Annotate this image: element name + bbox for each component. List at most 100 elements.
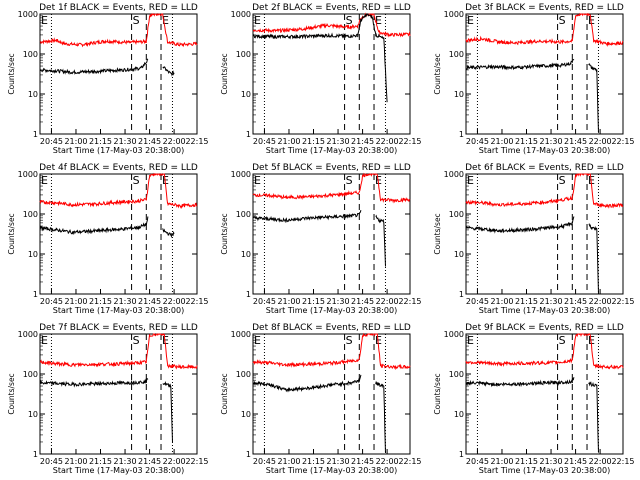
x-tick-label: 22:15 bbox=[611, 137, 634, 146]
x-axis-label: Start Time (17-May-03 20:38:00) bbox=[53, 306, 184, 315]
x-tick-label: 21:45 bbox=[138, 137, 161, 146]
x-tick-label: 22:00 bbox=[376, 137, 399, 146]
y-tick-label: 10 bbox=[454, 250, 464, 259]
panel-title: Det 1f BLACK = Events, RED = LLD bbox=[39, 3, 198, 13]
series-lld-red bbox=[252, 332, 411, 371]
y-tick-label: 1 bbox=[246, 130, 251, 139]
x-tick-label: 21:45 bbox=[351, 137, 374, 146]
x-tick-label: 21:15 bbox=[302, 297, 325, 306]
x-tick-label: 21:45 bbox=[351, 297, 374, 306]
y-axis-label: Counts/sec bbox=[220, 213, 229, 254]
interval-marker-s: S bbox=[133, 14, 140, 27]
x-tick-label: 21:30 bbox=[540, 137, 563, 146]
x-tick-label: 20:45 bbox=[466, 137, 489, 146]
detector-panel-5: Det 5f BLACK = Events, RED = LLD 1 10 100 10… bbox=[220, 163, 422, 315]
y-tick-label: 1 bbox=[459, 450, 464, 459]
x-tick-label: 21:30 bbox=[540, 297, 563, 306]
panel-title: Det 7f BLACK = Events, RED = LLD bbox=[39, 323, 198, 333]
series-lld-red bbox=[39, 333, 198, 370]
y-tick-label: 1 bbox=[459, 290, 464, 299]
y-axis-label: Counts/sec bbox=[7, 373, 16, 414]
panel-title: Det 4f BLACK = Events, RED = LLD bbox=[39, 163, 198, 173]
series-events-black bbox=[39, 216, 175, 239]
detector-panel-9: Det 9f BLACK = Events, RED = LLD 1 10 100 10… bbox=[433, 323, 635, 475]
x-tick-label: 21:30 bbox=[327, 137, 350, 146]
x-tick-label: 21:15 bbox=[515, 457, 538, 466]
x-tick-label: 21:00 bbox=[64, 457, 87, 466]
series-lld-red bbox=[465, 12, 624, 47]
x-tick-label: 21:00 bbox=[64, 297, 87, 306]
interval-marker-e: E bbox=[375, 334, 382, 347]
interval-marker-e: E bbox=[162, 334, 169, 347]
x-tick-label: 21:00 bbox=[277, 297, 300, 306]
interval-marker-e: E bbox=[162, 14, 169, 27]
x-axis-label: Start Time (17-May-03 20:38:00) bbox=[266, 466, 397, 475]
interval-marker-s: S bbox=[346, 174, 353, 187]
x-tick-label: 21:45 bbox=[564, 457, 587, 466]
interval-marker-s: S bbox=[559, 174, 566, 187]
x-tick-label: 22:15 bbox=[611, 457, 634, 466]
x-tick-label: 21:15 bbox=[515, 137, 538, 146]
y-axis-label: Counts/sec bbox=[220, 53, 229, 94]
y-tick-label: 1000 bbox=[444, 170, 464, 179]
panel-title: Det 3f BLACK = Events, RED = LLD bbox=[465, 3, 624, 13]
x-axis-label: Start Time (17-May-03 20:38:00) bbox=[479, 146, 610, 155]
y-tick-label: 1000 bbox=[18, 170, 38, 179]
interval-marker-s: S bbox=[559, 14, 566, 27]
panel-title: Det 2f BLACK = Events, RED = LLD bbox=[252, 3, 411, 13]
x-tick-label: 22:00 bbox=[376, 297, 399, 306]
series-lld-red bbox=[465, 332, 624, 370]
interval-marker-e: E bbox=[588, 334, 595, 347]
y-tick-label: 10 bbox=[454, 90, 464, 99]
x-tick-label: 21:00 bbox=[490, 297, 513, 306]
y-tick-label: 100 bbox=[449, 50, 464, 59]
plot-frame bbox=[252, 333, 411, 455]
series-events-black bbox=[39, 378, 173, 443]
x-tick-label: 22:00 bbox=[163, 297, 186, 306]
x-tick-label: 22:15 bbox=[185, 457, 208, 466]
x-tick-label: 21:45 bbox=[138, 457, 161, 466]
detector-panel-3: Det 3f BLACK = Events, RED = LLD 1 10 100 10… bbox=[433, 3, 635, 155]
y-tick-label: 1000 bbox=[231, 10, 251, 19]
x-tick-label: 22:00 bbox=[163, 457, 186, 466]
x-tick-label: 21:15 bbox=[89, 137, 112, 146]
x-tick-label: 21:00 bbox=[64, 137, 87, 146]
x-axis-label: Start Time (17-May-03 20:38:00) bbox=[479, 306, 610, 315]
x-tick-label: 21:30 bbox=[327, 297, 350, 306]
plot-frame bbox=[465, 173, 624, 295]
interval-marker-e: E bbox=[41, 334, 48, 347]
x-tick-label: 22:15 bbox=[398, 457, 421, 466]
y-axis-label: Counts/sec bbox=[433, 373, 442, 414]
interval-marker-e: E bbox=[588, 14, 595, 27]
series-events-black bbox=[39, 58, 175, 77]
x-tick-label: 20:45 bbox=[253, 297, 276, 306]
plot-frame bbox=[252, 173, 411, 295]
detector-panel-4: Det 4f BLACK = Events, RED = LLD 1 10 100 10… bbox=[7, 163, 209, 315]
interval-marker-e: E bbox=[467, 334, 474, 347]
detector-panel-1: Det 1f BLACK = Events, RED = LLD 1 10 100 10… bbox=[7, 3, 209, 155]
interval-marker-s: S bbox=[133, 334, 140, 347]
panel-title: Det 6f BLACK = Events, RED = LLD bbox=[465, 163, 624, 173]
x-tick-label: 21:45 bbox=[564, 297, 587, 306]
x-tick-label: 22:00 bbox=[376, 457, 399, 466]
y-tick-label: 1000 bbox=[231, 170, 251, 179]
series-events-black bbox=[465, 58, 599, 133]
x-tick-label: 22:15 bbox=[611, 297, 634, 306]
plot-frame bbox=[252, 13, 411, 135]
x-tick-label: 22:00 bbox=[589, 137, 612, 146]
detector-panel-7: Det 7f BLACK = Events, RED = LLD 1 10 100 10… bbox=[7, 323, 209, 475]
y-tick-label: 100 bbox=[23, 370, 38, 379]
x-tick-label: 21:45 bbox=[138, 297, 161, 306]
y-tick-label: 1 bbox=[33, 290, 38, 299]
interval-marker-e: E bbox=[41, 174, 48, 187]
series-events-black bbox=[465, 216, 599, 295]
x-tick-label: 21:30 bbox=[114, 297, 137, 306]
y-tick-label: 1000 bbox=[231, 330, 251, 339]
y-tick-label: 10 bbox=[241, 90, 251, 99]
y-axis-label: Counts/sec bbox=[220, 373, 229, 414]
y-tick-label: 10 bbox=[454, 410, 464, 419]
interval-marker-s: S bbox=[133, 174, 140, 187]
series-lld-red bbox=[465, 173, 624, 209]
x-tick-label: 21:30 bbox=[114, 457, 137, 466]
